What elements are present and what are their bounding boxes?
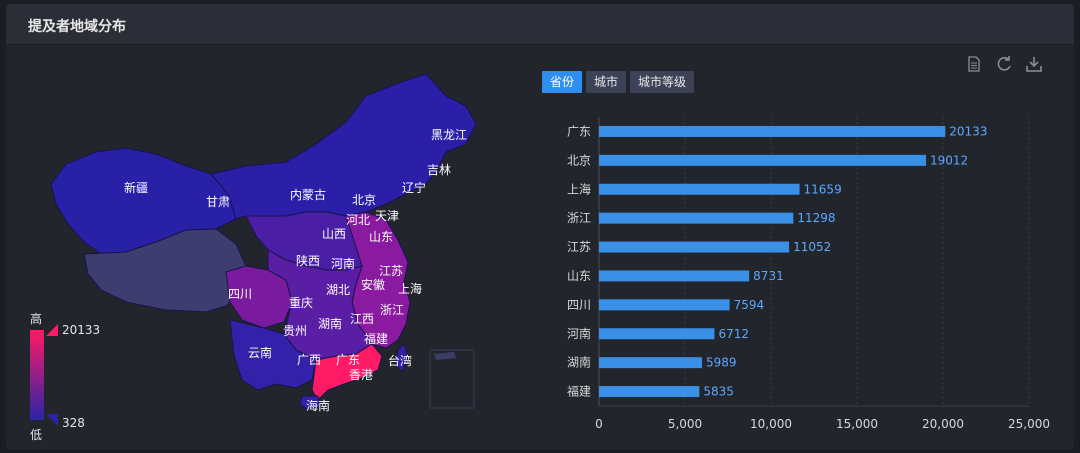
china-map: 黑龙江吉林辽宁 新疆甘肃 内蒙古 北京天津河北山西 山东陕西 河南江苏四川重庆湖北 安徽 上海…: [30, 73, 477, 442]
category-label: 浙江: [567, 211, 591, 225]
panel-header: 提及者地域分布: [6, 4, 1074, 45]
x-tick-label: 15,000: [836, 417, 878, 431]
panel-title: 提及者地域分布: [28, 19, 126, 35]
map-region-northwest[interactable]: [50, 147, 237, 255]
map-label: 河南: [331, 256, 355, 271]
map-label: 湖南: [318, 316, 342, 331]
map-label: 贵州: [283, 324, 307, 338]
bar-value-label: 8731: [753, 269, 784, 283]
legend-gradient-bar: [30, 330, 44, 420]
refresh-icon[interactable]: [994, 54, 1014, 74]
category-label: 江苏: [567, 240, 591, 254]
map-label: 上海: [398, 281, 422, 296]
region-distribution-panel: 提及者地域分布 省份 城市 城市等级 黑龙江 吉林 辽宁 新疆 甘肃 内蒙古 北京 天津河: [6, 4, 1074, 449]
map-label: 广西: [297, 353, 321, 367]
x-tick-label: 20,000: [922, 417, 964, 431]
tab-city-tier[interactable]: 城市等级: [630, 71, 695, 93]
bar-value-label: 11052: [793, 240, 831, 254]
bar[interactable]: [599, 386, 700, 398]
map-label: 海南: [306, 398, 330, 413]
bar-value-label: 11298: [797, 211, 835, 225]
map-label: 浙江: [380, 303, 404, 317]
map-label: 江西: [350, 312, 374, 326]
bar-value-label: 5835: [703, 385, 734, 399]
map-region-sichuan[interactable]: [225, 265, 293, 329]
bar[interactable]: [599, 328, 715, 340]
bar[interactable]: [599, 212, 794, 224]
map-label: 广东: [336, 353, 360, 367]
map-label: 福建: [364, 331, 388, 346]
map-label: 新疆: [124, 180, 148, 195]
legend-max-value: 20133: [62, 323, 100, 337]
bar[interactable]: [599, 241, 790, 253]
bar[interactable]: [599, 125, 946, 137]
map-label: 重庆: [289, 296, 313, 310]
map-label: 天津: [375, 209, 399, 223]
category-label: 广东: [567, 124, 591, 138]
map-label: 甘肃: [206, 195, 230, 209]
bar[interactable]: [599, 357, 703, 369]
legend-min-handle[interactable]: [46, 414, 58, 426]
map-region-taiwan[interactable]: [395, 343, 409, 373]
map-label: 黑龙江: [431, 128, 467, 142]
map-label: 香港: [349, 368, 373, 382]
map-region-southwest[interactable]: [229, 319, 317, 391]
map-region-north[interactable]: [210, 73, 477, 220]
map-label: 陕西: [296, 253, 320, 268]
bar[interactable]: [599, 299, 730, 311]
bar-value-label: 20133: [949, 124, 987, 138]
map-legend: 高 20133 328 低: [30, 311, 100, 442]
legend-min-value: 328: [62, 416, 85, 430]
map-label: 辽宁: [402, 180, 426, 195]
x-tick-label: 25,000: [1008, 417, 1050, 431]
granularity-tabs: 省份 城市 城市等级: [542, 71, 695, 93]
category-label: 四川: [567, 298, 591, 312]
map-label: 内蒙古: [290, 187, 326, 202]
map-label: 吉林: [427, 163, 451, 177]
bar[interactable]: [599, 183, 800, 195]
tab-province[interactable]: 省份: [542, 71, 583, 93]
bar[interactable]: [599, 270, 750, 282]
map-label: 湖北: [326, 282, 350, 297]
map-label: 云南: [248, 345, 272, 360]
map-inset-islands: [434, 352, 456, 360]
map-region-hainan[interactable]: [299, 395, 321, 411]
category-label: 上海: [567, 181, 591, 196]
x-tick-label: 0: [595, 417, 603, 431]
map-label: 北京: [352, 193, 376, 207]
map-label: 山西: [322, 227, 346, 241]
bar-value-label: 5989: [706, 356, 737, 370]
map-label: 台湾: [388, 353, 412, 368]
bar-value-label: 11659: [804, 182, 842, 196]
tab-city[interactable]: 城市: [586, 71, 627, 93]
document-icon[interactable]: [964, 54, 984, 74]
bar-value-label: 7594: [734, 298, 765, 312]
legend-max-handle[interactable]: [46, 324, 58, 336]
bar[interactable]: [599, 154, 927, 166]
legend-low-label: 低: [30, 428, 42, 442]
bar-value-label: 6712: [718, 327, 749, 341]
map-label: 安徽: [361, 277, 385, 292]
legend-high-label: 高: [30, 311, 42, 326]
map-label: 河北: [346, 213, 370, 227]
category-label: 山东: [567, 269, 591, 283]
category-label: 湖南: [567, 355, 591, 370]
toolbar: [964, 54, 1044, 74]
download-icon[interactable]: [1024, 54, 1044, 74]
x-tick-label: 10,000: [750, 417, 792, 431]
x-tick-label: 5,000: [668, 417, 702, 431]
bar-value-label: 19012: [930, 153, 968, 167]
map-label: 山东: [369, 230, 393, 244]
category-label: 河南: [567, 326, 591, 341]
map-label: 四川: [228, 287, 252, 301]
map-inset-south-china-sea: [429, 349, 475, 409]
category-label: 北京: [567, 153, 591, 167]
category-label: 福建: [567, 384, 591, 399]
map-label: 江苏: [379, 264, 403, 278]
